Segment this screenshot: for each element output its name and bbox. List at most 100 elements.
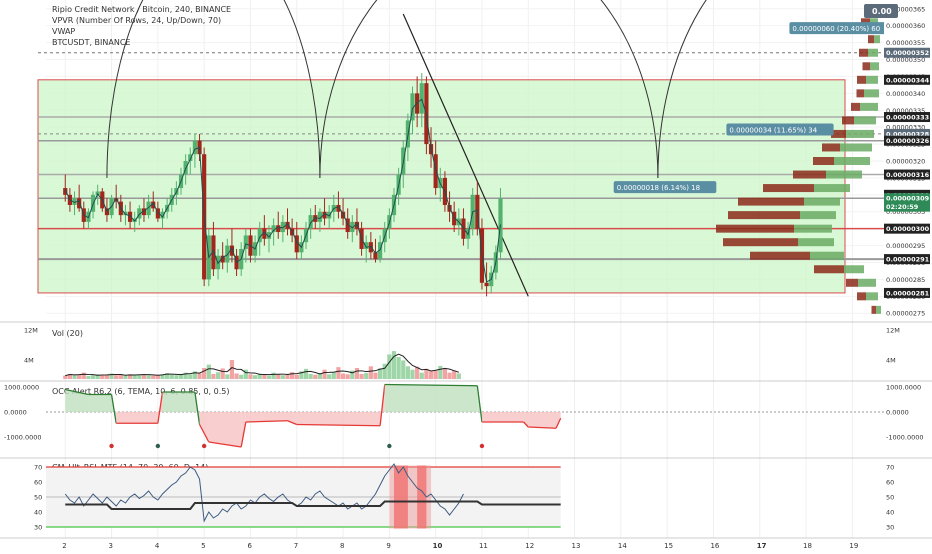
candle-body: [378, 242, 383, 260]
price-highlight: 0.00000291: [886, 256, 930, 264]
price-highlight-bg: [884, 112, 930, 123]
price-tick: 0.00000350: [886, 56, 925, 64]
candle-body: [308, 215, 313, 229]
volume-bar: [308, 373, 313, 379]
candle-body: [262, 228, 267, 239]
vpvr-down-bar: [831, 129, 846, 138]
osc-line: [528, 426, 557, 429]
vpvr-up-bar: [864, 89, 879, 98]
vpvr-down-bar: [857, 292, 866, 301]
volume-bar: [294, 374, 299, 379]
volume-bar: [104, 374, 110, 379]
osc-fill: [384, 384, 478, 412]
rsi-tick: 50: [886, 494, 894, 502]
measure-label-bg: [613, 181, 717, 194]
volume-bar: [424, 368, 429, 379]
rsi-tick: 60: [886, 479, 894, 487]
candle-body: [211, 235, 216, 270]
osc-line: [476, 385, 483, 423]
candle-body: [280, 221, 285, 233]
volume-bar: [322, 369, 327, 379]
price-highlight: 0.00000281: [886, 289, 930, 297]
vpvr-up-bar: [854, 116, 876, 125]
price-tick: 0.00000285: [886, 276, 925, 284]
time-tick: 8: [340, 542, 344, 550]
rsi-line: [64, 463, 464, 523]
measure-label: 0.00000060 (20.40%) 60: [792, 25, 880, 33]
volume-bar: [438, 365, 443, 379]
osc-line: [296, 423, 381, 427]
time-tick: 13: [572, 542, 581, 550]
volume-bar: [239, 374, 244, 379]
osc-signal-dot: [155, 443, 161, 449]
osc-signal-dot: [479, 443, 485, 449]
volume-bar: [442, 368, 448, 379]
volume-bar: [331, 372, 336, 379]
volume-bar: [336, 367, 341, 379]
osc-tick: -1000.0000: [886, 434, 924, 442]
vpvr-down-bar: [738, 197, 804, 206]
vpvr-up-bar: [866, 292, 878, 301]
vpvr-up-bar: [846, 129, 874, 138]
volume-bar: [81, 372, 86, 379]
candle-body: [243, 235, 248, 249]
price-highlight-bg: [884, 128, 930, 139]
volume-bar: [359, 373, 364, 379]
volume-bar: [248, 374, 253, 379]
osc-tick: 1000.0000: [886, 384, 921, 392]
price-tick: 0.00000275: [886, 310, 925, 318]
osc-fill: [245, 412, 288, 422]
time-tick: 19: [849, 542, 858, 550]
volume-bar: [86, 376, 91, 379]
volume-bar: [252, 375, 258, 379]
volume-bar: [257, 373, 262, 379]
volume-bar: [317, 373, 323, 379]
volume-bar: [118, 374, 123, 379]
osc-fill: [116, 412, 158, 424]
vpvr-down-bar: [868, 35, 874, 44]
osc-line: [287, 420, 298, 426]
vpvr-down-bar: [728, 211, 800, 220]
candle-body: [151, 201, 156, 209]
vpvr-down-bar: [814, 265, 844, 274]
price-tick: 0.00000305: [886, 208, 925, 216]
candle-body: [127, 211, 133, 222]
candle-body: [146, 201, 151, 216]
vpvr-down-bar: [716, 224, 794, 233]
vpvr-down-bar: [862, 62, 870, 71]
volume-bar: [266, 375, 272, 379]
vpvr-down-bar: [822, 143, 840, 152]
price-highlight-bg: [884, 201, 930, 212]
candle-body: [410, 93, 415, 121]
price-tick: 0.00000360: [886, 22, 925, 30]
volume-bar: [183, 372, 188, 379]
osc-signal-dot: [201, 443, 207, 449]
osc-line: [194, 391, 201, 425]
volume-bar: [141, 373, 147, 379]
osc-fill: [162, 392, 195, 412]
volume-bar: [225, 374, 230, 379]
candle-body: [336, 204, 341, 212]
osc-line: [384, 383, 478, 387]
volume-ma-line: [65, 353, 459, 377]
candle-body: [220, 255, 225, 263]
candle-body: [415, 93, 420, 114]
candle-body: [452, 211, 457, 226]
volume-bar: [382, 363, 387, 379]
vpvr-up-bar: [844, 265, 864, 274]
volume-bar: [169, 374, 174, 379]
osc-line: [110, 394, 117, 424]
vpvr-down-bar: [793, 170, 826, 179]
osc-line: [198, 424, 210, 443]
volume-bar: [215, 372, 221, 379]
price-highlight-bg: [884, 254, 930, 265]
vpvr-up-bar: [860, 102, 878, 111]
volume-bar: [132, 375, 137, 379]
osc-fill: [481, 412, 524, 422]
osc-tick-left: 0.0000: [4, 409, 27, 417]
time-tick: 10: [433, 542, 443, 550]
volume-bar: [243, 369, 248, 379]
vpvr-up-bar: [826, 170, 862, 179]
